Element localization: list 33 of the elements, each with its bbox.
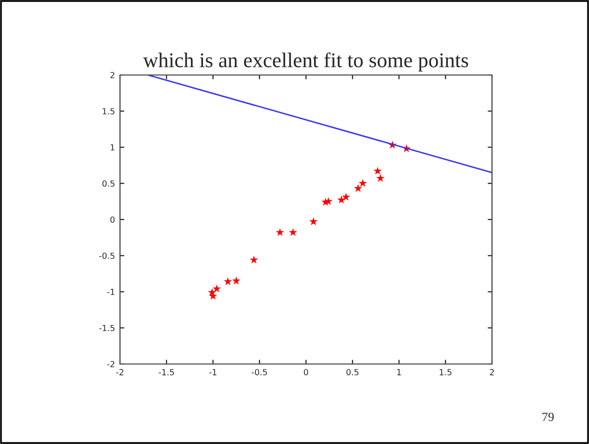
- point: [354, 184, 362, 192]
- point: [250, 256, 258, 264]
- text: 79: [542, 412, 554, 422]
- x-tick-label: 0.5: [346, 369, 358, 376]
- point: [232, 276, 240, 284]
- y-tick-label: -2: [107, 360, 114, 368]
- point: [276, 228, 284, 236]
- y-tick-label: 2: [110, 72, 114, 78]
- point: [212, 284, 221, 292]
- y-tick-label: -0.5: [99, 252, 114, 259]
- point: [376, 174, 385, 182]
- y-tick-label: 1.5: [102, 108, 114, 114]
- x-tick-label: -0.5: [252, 369, 267, 376]
- point: [342, 192, 350, 201]
- y-tick-label: 0.5: [102, 180, 114, 187]
- point: [288, 228, 298, 236]
- point: [224, 277, 232, 286]
- x-tick-label: 1.5: [440, 369, 452, 376]
- y-tick-label: -1.5: [99, 324, 114, 332]
- x-tick-label: 2: [490, 369, 494, 376]
- x-tick-label: 1: [397, 369, 401, 376]
- x-tick-label: 0: [304, 369, 308, 376]
- x-tick-label: -1.5: [158, 369, 174, 376]
- y-tick-label: -1: [107, 288, 114, 295]
- point: [358, 178, 367, 187]
- y-tick-label: 0: [110, 216, 115, 223]
- point: [324, 197, 332, 205]
- point: [373, 166, 382, 175]
- y-tick-label: 1: [110, 144, 114, 150]
- x-tick-label: -2: [116, 369, 124, 376]
- point: [309, 217, 318, 226]
- x-tick-label: -1: [209, 369, 216, 376]
- chart-title: which is an excellent fit to some points: [143, 52, 468, 72]
